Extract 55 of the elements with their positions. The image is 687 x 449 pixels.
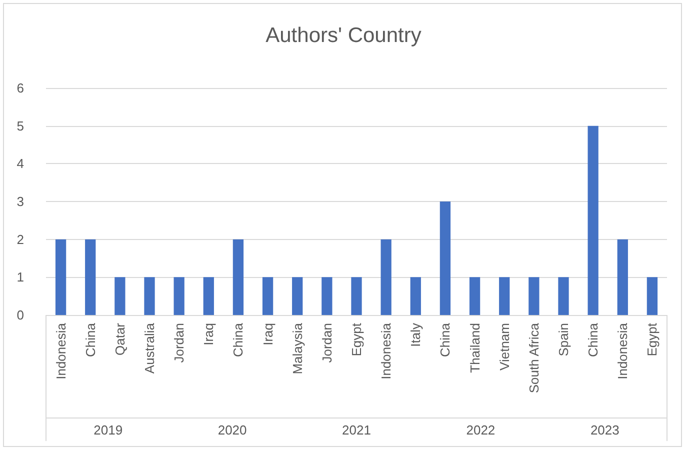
bar [558, 277, 569, 315]
bar [322, 277, 332, 315]
y-tick-label: 5 [16, 118, 24, 134]
x-tick-label: China [438, 322, 453, 357]
bar [292, 277, 303, 315]
text: 2022 [466, 422, 496, 438]
x-tick-label: Indonesia [615, 322, 630, 380]
bar [646, 277, 658, 315]
text: 2021 [342, 422, 371, 438]
bar [440, 202, 451, 315]
text: 2019 [94, 422, 123, 438]
bar [380, 239, 392, 315]
x-tick-label: Jordan [172, 323, 187, 363]
x-tick-label: Malaysia [290, 322, 305, 374]
text: 2023 [590, 422, 620, 438]
y-tick-label: 0 [16, 308, 24, 322]
x-tick-label: Italy [408, 322, 424, 347]
bar [174, 277, 184, 315]
x-tick-label: Egypt [644, 322, 660, 356]
x-tick-label: South Africa [526, 322, 542, 394]
bar [232, 239, 244, 315]
x-tick-label: Thailand [467, 323, 482, 373]
text: 2020 [218, 422, 247, 438]
x-tick-label: Vietnam [496, 323, 512, 370]
x-tick-label: Indonesia [53, 322, 68, 380]
bar [410, 277, 421, 315]
x-tick-label: China [230, 322, 246, 357]
y-tick-label: 2 [16, 232, 24, 247]
bar [114, 277, 126, 315]
x-tick-label: Iraq [201, 323, 216, 346]
x-tick-label: Spain [556, 323, 571, 356]
bar [262, 277, 274, 315]
x-tick-label: Australia [142, 322, 157, 374]
x-tick-label: Iraq [260, 323, 276, 346]
x-tick-label: China [586, 322, 601, 357]
y-tick-label: 4 [16, 156, 24, 172]
bar [55, 239, 66, 315]
chart-title: Authors' Country [266, 24, 422, 47]
bar [351, 277, 362, 315]
bar [144, 277, 155, 315]
bar [469, 277, 480, 315]
bar [203, 277, 214, 315]
x-tick-label: Qatar [112, 322, 128, 356]
y-tick-label: 1 [16, 270, 24, 285]
bar [528, 277, 540, 315]
x-tick-label: China [82, 322, 98, 357]
bar [499, 277, 510, 315]
x-tick-label: Jordan [319, 323, 334, 363]
bar [588, 126, 598, 315]
y-tick-label: 6 [16, 80, 24, 96]
x-tick-label: Indonesia [378, 322, 394, 380]
bar [617, 239, 628, 315]
x-tick-label: Egypt [349, 322, 364, 356]
bar [85, 239, 96, 315]
y-tick-label: 3 [16, 194, 24, 209]
